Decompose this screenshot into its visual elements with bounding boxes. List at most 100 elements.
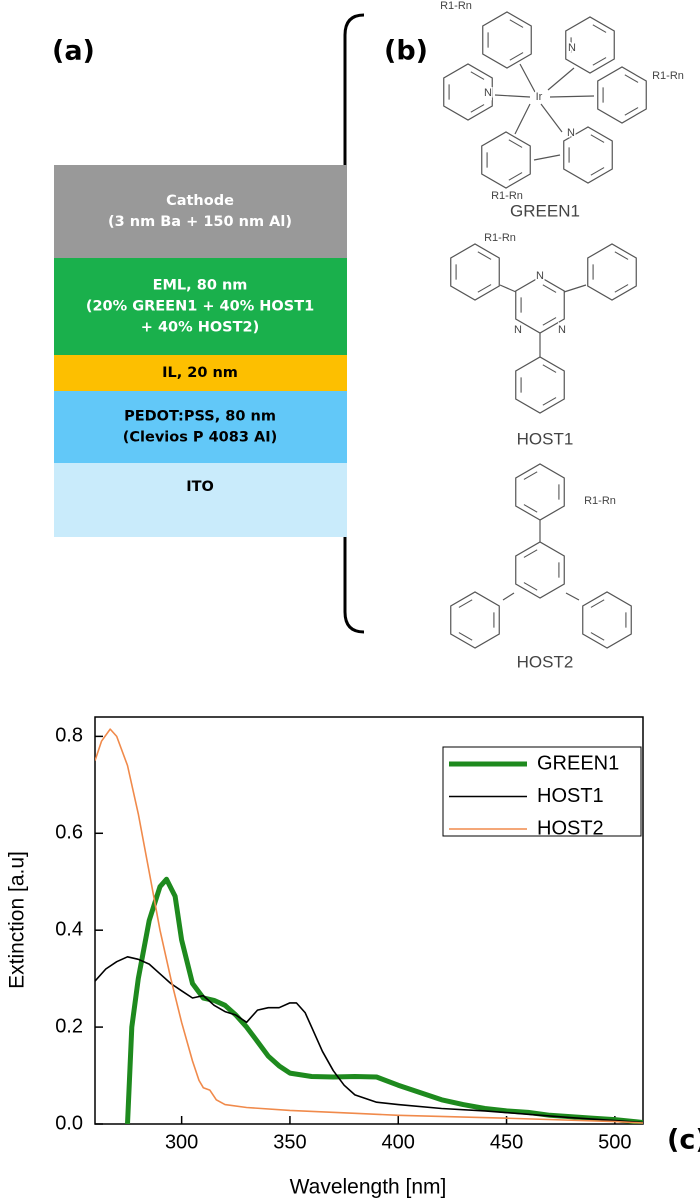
bond (547, 67, 575, 91)
atom-label: N (568, 42, 576, 54)
ring (450, 591, 500, 649)
double-bond (624, 74, 639, 83)
series-line (95, 956, 643, 1124)
double-bond (477, 284, 492, 293)
atom-label: N (558, 324, 566, 336)
double-bond (523, 549, 538, 558)
double-bond (508, 139, 523, 148)
atom-label: R1-Rn (652, 70, 684, 82)
ring (582, 591, 632, 649)
layer-label: EML, 80 nm (153, 278, 248, 294)
double-bond (458, 599, 473, 608)
legend-label: HOST2 (537, 817, 604, 839)
panel-label: (a) (52, 36, 95, 67)
double-bond (592, 24, 607, 33)
double-bond (624, 107, 639, 116)
ring (565, 16, 615, 74)
chart: Wavelength [nm] Extinction [a.u] 300 350 4… (6, 716, 644, 1199)
atom-label: R1-Rn (491, 190, 523, 202)
layer-label: ITO (186, 479, 214, 495)
double-bond (509, 19, 524, 28)
atom-label: N (567, 127, 575, 139)
layer (54, 463, 347, 537)
series-line (125, 876, 643, 1124)
bond (540, 103, 563, 133)
atom-label: R1-Rn (584, 495, 616, 507)
bond (563, 284, 587, 293)
x-tick-label: 300 (165, 1131, 198, 1153)
double-bond (542, 364, 557, 373)
layer-label: Cathode (166, 193, 234, 209)
ring (450, 243, 500, 301)
y-tick-label: 0.8 (55, 725, 83, 747)
ring (443, 63, 493, 121)
bond (533, 154, 561, 161)
double-bond (509, 52, 524, 61)
layer (54, 258, 347, 355)
double-bond (542, 397, 557, 406)
double-bond (590, 167, 605, 176)
layer-label: + 40% HOST2) (141, 320, 259, 336)
double-bond (523, 471, 538, 480)
ring (482, 11, 532, 69)
atom-label: Ir (536, 91, 543, 103)
ring (515, 541, 565, 599)
bond (565, 592, 580, 601)
double-bond (614, 251, 629, 260)
atom-label: N (536, 270, 544, 282)
ring (597, 66, 647, 124)
layer-label: PEDOT:PSS, 80 nm (124, 409, 276, 425)
ring (515, 356, 565, 414)
atom-label: N (514, 324, 522, 336)
layer-label: IL, 20 nm (162, 365, 238, 381)
x-tick-label: 450 (490, 1131, 523, 1153)
double-bond (458, 632, 473, 641)
y-tick-label: 0.6 (55, 822, 83, 844)
y-axis-title: Extinction [a.u] (6, 851, 29, 989)
panel-label: (c) (667, 1125, 700, 1156)
bond (499, 284, 517, 293)
double-bond (590, 632, 605, 641)
bond (502, 592, 515, 601)
atom-label: N (484, 87, 492, 99)
layer (54, 355, 347, 391)
double-bond (542, 284, 557, 293)
ring (563, 126, 613, 184)
layer (54, 391, 347, 463)
layer-label: (3 nm Ba + 150 nm Al) (108, 214, 292, 230)
x-tick-label: 500 (598, 1131, 631, 1153)
panel-label: (b) (384, 36, 428, 67)
x-tick-label: 350 (273, 1131, 306, 1153)
legend-label: HOST1 (537, 785, 604, 807)
ring (587, 243, 637, 301)
double-bond (523, 582, 538, 591)
molecule-name: HOST2 (517, 652, 574, 671)
bond (519, 63, 536, 93)
molecule-name: GREEN1 (510, 201, 580, 220)
molecule-name: HOST1 (517, 429, 574, 448)
double-bond (614, 284, 629, 293)
double-bond (470, 104, 485, 113)
bond (549, 95, 595, 98)
double-bond (590, 599, 605, 608)
atom-label: R1-Rn (484, 232, 516, 244)
double-bond (508, 172, 523, 181)
bond (494, 94, 531, 98)
legend-label: GREEN1 (537, 752, 619, 774)
y-tick-label: 0.0 (55, 1112, 83, 1134)
plot-frame (94, 716, 644, 1125)
y-tick-label: 0.2 (55, 1015, 83, 1037)
double-bond (542, 317, 557, 326)
double-bond (470, 71, 485, 80)
double-bond (523, 504, 538, 513)
x-tick-label: 400 (382, 1131, 415, 1153)
x-axis-title: Wavelength [nm] (290, 1176, 447, 1199)
ring (481, 131, 531, 189)
series-line (95, 728, 643, 1124)
ring (515, 276, 565, 334)
bond (514, 103, 531, 135)
layer-label: (20% GREEN1 + 40% HOST1 (86, 299, 314, 315)
ring (515, 463, 565, 521)
